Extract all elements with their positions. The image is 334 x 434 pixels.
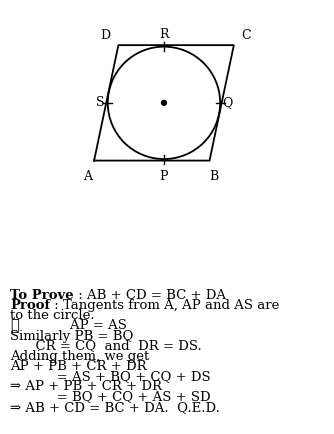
Text: CR = CQ  and  DR = DS.: CR = CQ and DR = DS. xyxy=(10,339,202,352)
Text: Similarly PB = BQ: Similarly PB = BQ xyxy=(10,329,133,342)
Text: : AB + CD = BC + DA: : AB + CD = BC + DA xyxy=(73,289,226,302)
Text: = BQ + CQ + AS + SD: = BQ + CQ + AS + SD xyxy=(10,390,211,403)
Text: ⇒ AB + CD = BC + DA.  Q.E.D.: ⇒ AB + CD = BC + DA. Q.E.D. xyxy=(10,401,220,414)
Text: P: P xyxy=(160,170,168,183)
Text: C: C xyxy=(241,29,251,42)
Text: AP + PB + CR + DR: AP + PB + CR + DR xyxy=(10,360,147,373)
Text: ⇒ AP + PB + CR + DR: ⇒ AP + PB + CR + DR xyxy=(10,380,162,393)
Circle shape xyxy=(162,100,166,105)
Text: A: A xyxy=(84,170,93,183)
Text: Q: Q xyxy=(222,96,233,109)
Text: to the circle.: to the circle. xyxy=(10,309,95,322)
Text: Proof: Proof xyxy=(10,299,50,312)
Text: Adding them, we get: Adding them, we get xyxy=(10,350,149,363)
Text: ∴: ∴ xyxy=(10,319,19,333)
Text: R: R xyxy=(159,29,169,42)
Text: : Tangents from A, AP and AS are: : Tangents from A, AP and AS are xyxy=(50,299,280,312)
Text: D: D xyxy=(101,29,111,42)
Text: S: S xyxy=(96,96,105,109)
Text: B: B xyxy=(209,170,219,183)
Text: To Prove: To Prove xyxy=(10,289,73,302)
Text: AP = AS: AP = AS xyxy=(19,319,127,332)
Text: = AS + BQ + CQ + DS: = AS + BQ + CQ + DS xyxy=(10,370,211,383)
